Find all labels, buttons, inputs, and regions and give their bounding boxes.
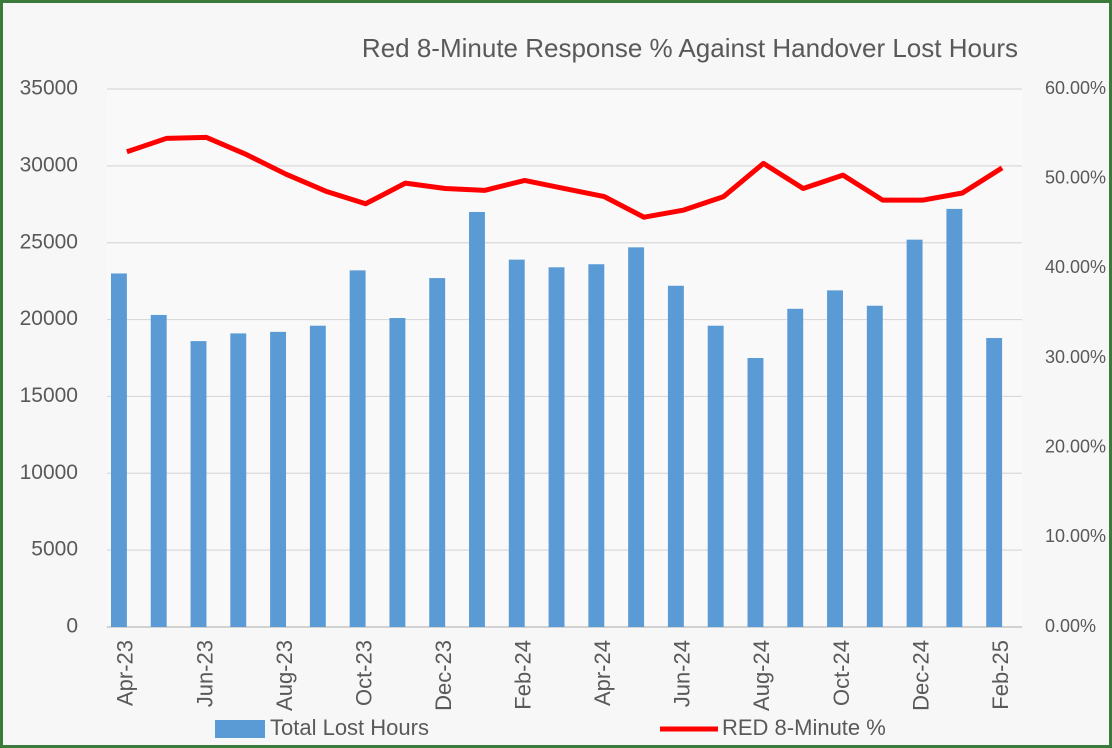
y-tick-label: 5000 xyxy=(31,538,78,561)
bar xyxy=(349,270,366,627)
bar xyxy=(707,325,724,627)
bar xyxy=(787,308,804,627)
bar xyxy=(469,211,485,627)
x-tick-label: Feb-24 xyxy=(511,640,536,710)
bar xyxy=(906,239,923,627)
x-tick-label: Jun-24 xyxy=(670,640,695,707)
bar xyxy=(986,338,1003,627)
x-tick-label: Feb-25 xyxy=(988,640,1013,710)
bar xyxy=(747,358,764,627)
x-tick-label: Jun-23 xyxy=(192,640,217,707)
x-tick-label: Oct-23 xyxy=(351,640,376,706)
bar xyxy=(110,273,127,627)
bar xyxy=(548,267,565,627)
x-tick-label: Apr-23 xyxy=(113,640,138,706)
legend-swatch xyxy=(215,720,265,738)
y2-tick-label: 40.00% xyxy=(1045,257,1106,277)
x-tick-label: Aug-23 xyxy=(272,640,297,711)
bar xyxy=(150,314,167,627)
x-tick-label: Dec-23 xyxy=(431,640,456,711)
chart-title: Red 8-Minute Response % Against Handover… xyxy=(362,33,1018,63)
bar xyxy=(309,325,326,627)
y-tick-label: 10000 xyxy=(20,461,78,484)
bar xyxy=(270,331,287,627)
legend-label: RED 8-Minute % xyxy=(722,715,886,740)
bar xyxy=(508,259,525,627)
y2-tick-label: 60.00% xyxy=(1045,78,1106,98)
y2-tick-label: 20.00% xyxy=(1045,436,1106,456)
y-tick-label: 25000 xyxy=(20,230,78,253)
y-tick-label: 30000 xyxy=(20,153,78,176)
y-tick-label: 0 xyxy=(66,615,78,638)
bar xyxy=(429,278,446,627)
y2-tick-label: 10.00% xyxy=(1045,526,1106,546)
x-tick-label: Dec-24 xyxy=(908,640,933,711)
x-tick-label: Apr-24 xyxy=(590,640,615,706)
bar xyxy=(827,290,843,627)
x-tick-label: Oct-24 xyxy=(829,640,854,706)
bar xyxy=(389,318,406,627)
legend-label: Total Lost Hours xyxy=(270,715,429,740)
line-series xyxy=(126,134,1004,220)
bar xyxy=(230,333,247,627)
x-tick-label: Aug-24 xyxy=(749,640,774,711)
bar xyxy=(866,305,883,627)
bar xyxy=(946,208,963,627)
y-tick-label: 20000 xyxy=(20,307,78,330)
bar xyxy=(628,247,645,627)
y2-tick-label: 30.00% xyxy=(1045,347,1106,367)
bar xyxy=(667,285,684,627)
y-tick-label: 15000 xyxy=(20,384,78,407)
y-tick-label: 35000 xyxy=(20,77,78,100)
y2-tick-label: 50.00% xyxy=(1045,167,1106,187)
y2-tick-label: 0.00% xyxy=(1045,616,1096,636)
bar xyxy=(190,341,207,627)
bar xyxy=(588,264,605,627)
